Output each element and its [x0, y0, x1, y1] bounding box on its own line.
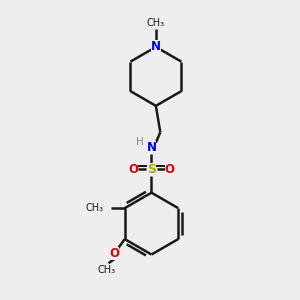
Text: CH₃: CH₃	[147, 17, 165, 28]
Text: O: O	[165, 163, 175, 176]
Text: S: S	[147, 163, 156, 176]
Text: O: O	[110, 247, 119, 260]
Text: H: H	[136, 137, 144, 147]
Text: CH₃: CH₃	[86, 202, 104, 213]
Text: CH₃: CH₃	[98, 265, 116, 275]
Text: N: N	[146, 141, 157, 154]
Text: N: N	[151, 40, 161, 53]
Text: O: O	[128, 163, 138, 176]
